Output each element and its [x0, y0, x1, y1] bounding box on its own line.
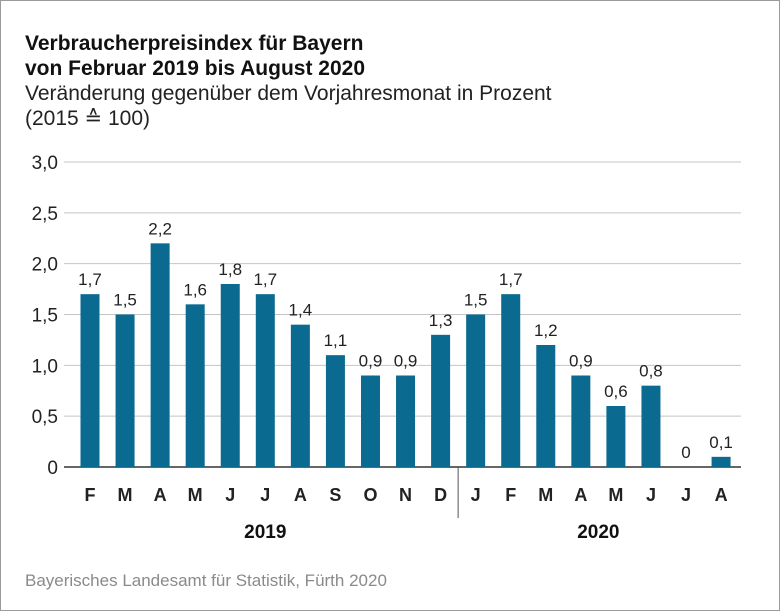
chart-title-line-1: Verbraucherpreisindex für Bayern: [25, 32, 364, 55]
bar-value-label: 0,9: [569, 352, 593, 371]
y-tick-label: 0,5: [32, 407, 58, 428]
bar-value-label: 1,2: [534, 321, 558, 340]
bar: [571, 375, 591, 467]
x-tick-label: A: [154, 485, 167, 505]
bars-layer: [80, 243, 731, 467]
bar: [80, 294, 100, 467]
x-tick-label: M: [608, 485, 623, 505]
x-tick-label: A: [574, 485, 587, 505]
bar-value-label: 0,6: [604, 382, 628, 401]
y-tick-label: 1,5: [32, 306, 58, 327]
bar-value-label: 1,3: [429, 311, 453, 330]
bar: [325, 355, 345, 467]
bar-value-label: 1,6: [183, 280, 207, 299]
bar: [150, 243, 170, 467]
bar-value-label: 1,4: [289, 301, 313, 320]
bar-value-label: 1,7: [78, 270, 102, 289]
bar-value-label: 1,1: [324, 331, 348, 350]
x-tick-label: A: [294, 485, 307, 505]
bar: [115, 314, 135, 467]
bar: [431, 334, 451, 467]
bar: [536, 345, 556, 467]
bar: [501, 294, 521, 467]
bar: [711, 456, 731, 467]
y-tick-label: 2,5: [32, 204, 58, 225]
x-tick-label: J: [681, 485, 691, 505]
bar-value-label: 2,2: [148, 219, 172, 238]
bar: [606, 406, 626, 467]
x-tick-label: N: [399, 485, 412, 505]
x-tick-label: D: [434, 485, 447, 505]
bar-value-label: 0,8: [639, 362, 663, 381]
bar-value-label: 0: [681, 443, 690, 462]
x-tick-label: A: [715, 485, 728, 505]
bar-value-label: 1,5: [113, 291, 137, 310]
chart-subtitle-line-2: (2015 ≙ 100): [25, 107, 151, 130]
bar-value-label: 1,7: [253, 270, 277, 289]
bar-value-label: 0,9: [394, 352, 418, 371]
x-tick-label: J: [225, 485, 235, 505]
chart-title: Verbraucherpreisindex für Bayern von Feb…: [25, 31, 365, 81]
x-tick-label: J: [646, 485, 656, 505]
bar: [290, 324, 310, 467]
bar: [396, 375, 416, 467]
labels-layer: 0 0,5 1,0 1,5 2,0 2,5 3,0 1,7 F 1,5 M 2,2 A 1,6 M 1,8 J 1…: [32, 153, 733, 543]
x-tick-label: F: [505, 485, 516, 505]
bar-value-label: 1,8: [218, 260, 242, 279]
x-tick-label: F: [85, 485, 96, 505]
year-label: 2019: [244, 522, 286, 543]
bar-value-label: 1,5: [464, 291, 488, 310]
bar-value-label: 0,1: [709, 433, 733, 452]
chart-title-line-2: von Februar 2019 bis August 2020: [25, 57, 366, 80]
x-tick-label: S: [329, 485, 341, 505]
x-tick-label: O: [363, 485, 377, 505]
bar: [255, 294, 275, 467]
bar-value-label: 1,7: [499, 270, 523, 289]
source-footer: Bayerisches Landesamt für Statistik, Für…: [25, 571, 387, 590]
y-tick-label: 0: [47, 458, 58, 479]
x-tick-label: J: [260, 485, 270, 505]
x-tick-label: M: [538, 485, 553, 505]
y-tick-label: 2,0: [32, 255, 58, 276]
x-tick-label: J: [471, 485, 481, 505]
y-tick-label: 1,0: [32, 356, 58, 377]
bar: [641, 385, 661, 467]
year-label: 2020: [577, 522, 619, 543]
bar-value-label: 0,9: [359, 352, 383, 371]
y-tick-label: 3,0: [32, 153, 58, 174]
bar: [185, 304, 205, 467]
chart-subtitle: Veränderung gegenüber dem Vorjahresmonat…: [25, 81, 552, 131]
bar: [466, 314, 486, 467]
chart-subtitle-line-1: Veränderung gegenüber dem Vorjahresmonat…: [25, 82, 552, 105]
x-tick-label: M: [188, 485, 203, 505]
bar: [220, 284, 240, 467]
bar: [360, 375, 380, 467]
x-tick-label: M: [118, 485, 133, 505]
bar-chart: 0 0,5 1,0 1,5 2,0 2,5 3,0 1,7 F 1,5 M 2,2 A 1,6 M 1,8 J 1…: [32, 153, 741, 543]
